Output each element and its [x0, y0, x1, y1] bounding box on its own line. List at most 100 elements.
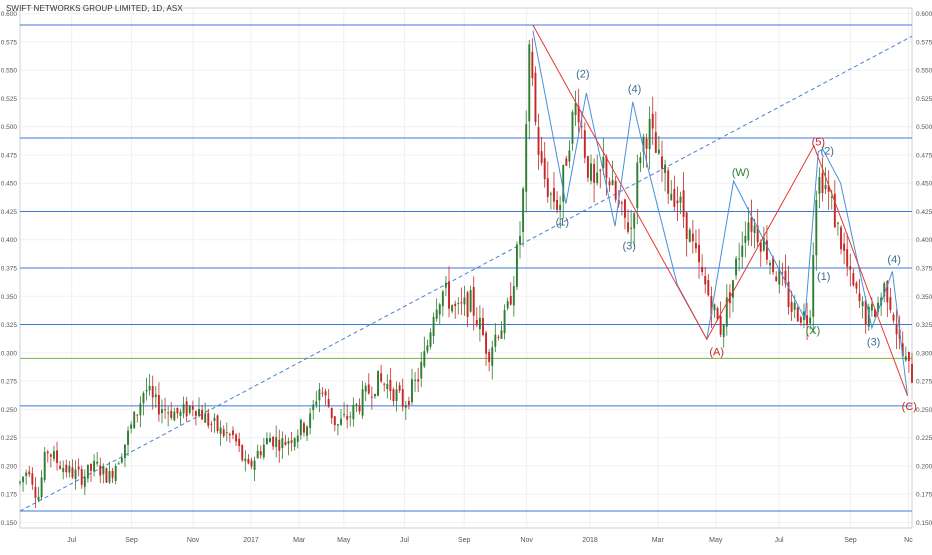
y-tick-label-right: 0.500 [916, 124, 932, 131]
candle-body [330, 407, 333, 419]
candle-body [225, 432, 228, 434]
candle-body [411, 379, 413, 403]
candle-body [74, 469, 77, 480]
candle-body [765, 240, 768, 260]
candle-body [34, 486, 37, 498]
candle-body [213, 417, 216, 421]
y-tick-label-left: 0.575 [1, 39, 18, 46]
candle-body [404, 405, 407, 408]
x-tick-label: May [709, 537, 723, 544]
y-tick-label-right: 0.425 [916, 209, 932, 216]
candle-body [559, 204, 562, 211]
x-tick-label: Nc [904, 537, 913, 544]
wave-label: (1) [556, 217, 569, 229]
candle-body [864, 300, 867, 325]
candle-body [713, 304, 716, 311]
candle-body [762, 237, 765, 251]
candle-body [870, 304, 873, 311]
candle-body [161, 409, 163, 414]
y-tick-label-left: 0.225 [1, 435, 18, 442]
candle-body [40, 477, 43, 498]
candle-body [679, 196, 682, 203]
y-tick-label-right: 0.275 [916, 379, 932, 386]
candle-body [194, 411, 197, 416]
candle-body [191, 405, 194, 410]
candle-body [429, 332, 432, 347]
wave-label: (4) [887, 254, 900, 266]
y-tick-label-right: 0.200 [916, 463, 932, 470]
candle-body [509, 295, 512, 305]
candle-body [775, 276, 778, 281]
candle-body [574, 102, 577, 116]
candle-body [901, 343, 904, 357]
candle-body [444, 282, 447, 288]
y-tick-label-left: 0.500 [1, 124, 18, 131]
candle-body [179, 411, 182, 417]
y-tick-label-left: 0.550 [1, 68, 18, 75]
candle-body [688, 229, 691, 243]
candle-body [432, 317, 435, 337]
candle-body [911, 363, 913, 383]
candle-body [398, 385, 401, 391]
candle-body [506, 301, 509, 309]
candle-body [238, 438, 241, 446]
x-tick-label: May [337, 537, 351, 544]
candle-body [284, 442, 287, 445]
candle-body [201, 409, 204, 420]
candle-body [232, 430, 234, 436]
candle-body [759, 242, 762, 252]
candle-body [608, 181, 611, 186]
chart-title: SWIFT NETWORKS GROUP LIMITED, 1D, ASX [6, 4, 183, 13]
candle-body [846, 249, 849, 267]
candle-body [19, 481, 21, 483]
x-tick-label: Mar [652, 537, 665, 544]
y-tick-label-left: 0.525 [1, 96, 18, 103]
x-tick-label: Jul [400, 537, 409, 544]
candle-body [380, 373, 383, 382]
candle-body [821, 172, 824, 194]
y-tick-label-left: 0.150 [1, 520, 18, 527]
candle-body [756, 225, 759, 243]
candle-body [710, 296, 713, 315]
candle-body [99, 465, 102, 476]
candle-body [352, 404, 355, 420]
candle-body [228, 434, 231, 436]
candle-body [571, 111, 574, 144]
candle-body [525, 124, 528, 192]
candle-body [299, 419, 302, 436]
candle-body [182, 404, 185, 414]
candle-body [321, 392, 324, 394]
y-tick-label-right: 0.350 [916, 294, 932, 301]
candle-body [170, 410, 173, 418]
candle-body [861, 301, 864, 307]
candle-body [691, 233, 694, 242]
candle-body [80, 469, 83, 485]
candle-body [401, 389, 404, 407]
candle-body [86, 464, 89, 479]
candle-body [907, 351, 910, 362]
candle-body [460, 302, 463, 304]
candle-body [136, 414, 139, 416]
y-tick-label-left: 0.175 [1, 492, 18, 499]
candle-body [373, 393, 376, 397]
candle-body [90, 464, 92, 471]
candle-body [827, 185, 830, 192]
candle-body [744, 235, 747, 243]
candle-body [512, 286, 515, 306]
candle-body [704, 275, 707, 285]
candle-body [296, 435, 299, 442]
candle-body [435, 309, 438, 319]
candle-body [114, 465, 117, 481]
y-tick-label-right: 0.300 [916, 350, 932, 357]
candle-body [796, 307, 799, 322]
candlesticks [19, 38, 913, 508]
candle-body [164, 409, 167, 411]
candle-body [250, 460, 253, 467]
candle-body [148, 385, 151, 391]
candle-body [303, 423, 305, 433]
x-tick-label: Jul [67, 537, 76, 544]
x-tick-label: 2017 [243, 537, 259, 544]
candle-body [781, 272, 784, 274]
candle-body [664, 164, 667, 174]
